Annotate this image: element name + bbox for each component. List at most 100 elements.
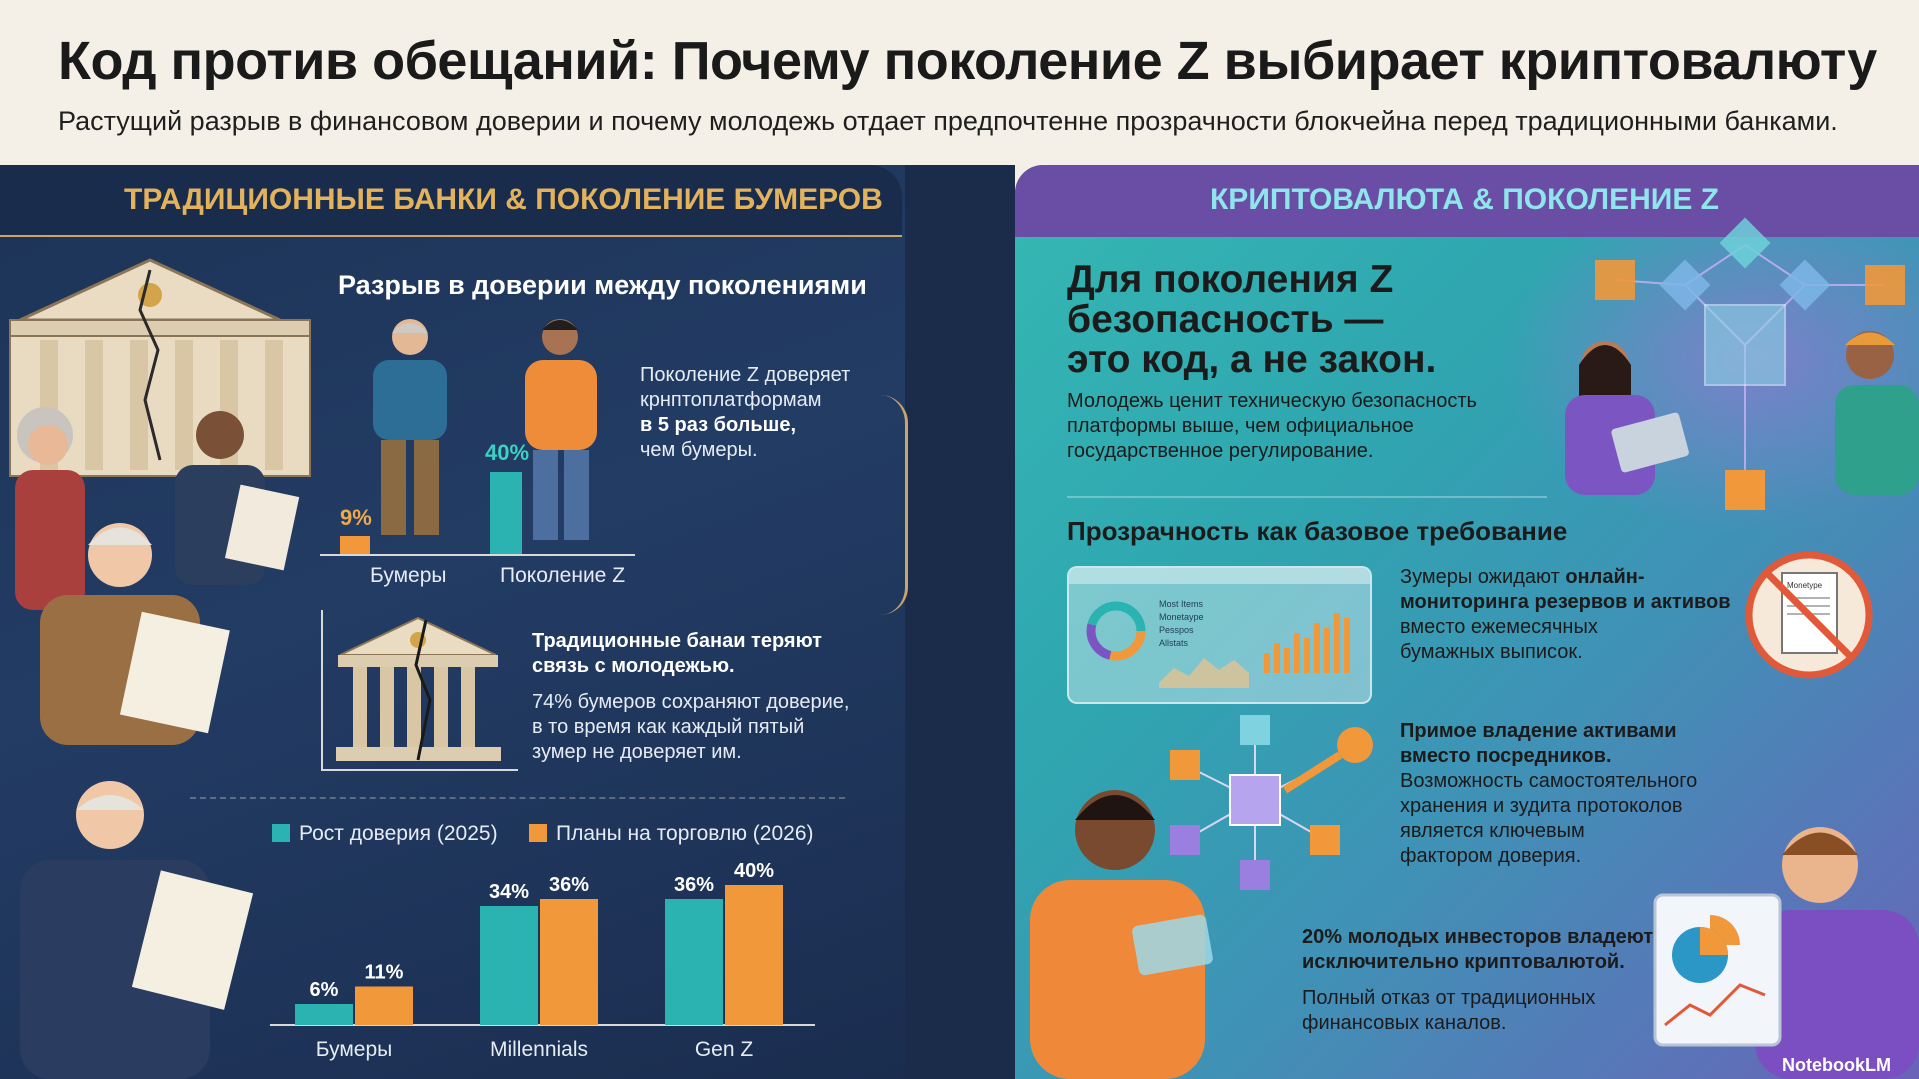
bar-value-label: 34%: [489, 881, 529, 903]
watermark-logo: NotebookLM: [1782, 1055, 1891, 1075]
trust-note-line1: Поколение Z доверяет: [640, 364, 851, 386]
boomer-trust-bar: [340, 536, 370, 554]
older-woman-figure: [15, 407, 85, 610]
banks-bold-line1: Традиционные банаи теряют: [532, 630, 822, 652]
elderly-man-reading-figure: [40, 523, 230, 745]
chart-bar: [480, 906, 538, 1025]
monitor-bold2: мониторинга резервов и активов: [1400, 591, 1731, 613]
blockchain-network-illustration: [1565, 217, 1919, 510]
donut-chart-icon: [1086, 601, 1146, 661]
category-label: Millennials: [490, 1038, 588, 1061]
no-paper-statement-icon: Monetype: [1745, 551, 1873, 679]
chart-bar: [725, 885, 783, 1025]
monitor-line1: Зумеры ожидают онлайн-: [1400, 566, 1645, 588]
bar-value-label: 6%: [310, 979, 339, 1001]
investors-line1: Полный отказ от традиционных: [1302, 987, 1596, 1009]
bankers-illustration: [9, 258, 311, 1079]
banks-line3: зумер не доверяет им.: [532, 741, 742, 763]
page-subtitle: Растущий разрыв в финансовом доверии и п…: [58, 106, 1838, 136]
category-label: Gen Z: [695, 1038, 754, 1061]
header: [0, 0, 1919, 165]
genz-trust-bar: [490, 472, 522, 554]
panel-divider: [905, 165, 1015, 1079]
man-pointing-figure: [1835, 331, 1919, 495]
young-man-tablet-figure: [1030, 790, 1213, 1079]
trust-note-line2: крнптоплатформам: [640, 389, 822, 411]
dashboard-item: Most Items: [1159, 599, 1204, 609]
genz-label: Поколение Z: [500, 564, 626, 587]
category-label: Бумеры: [316, 1038, 392, 1061]
legend-label: Рост доверия (2025): [299, 822, 498, 845]
senior-man-document-figure: [20, 781, 254, 1079]
bar-value-label: 11%: [365, 962, 404, 984]
investors-bold1: 20% молодых инвесторов владеют: [1302, 926, 1654, 948]
chart-bar: [540, 899, 598, 1025]
cube-icon: [1779, 259, 1831, 311]
paper-label: Monetype: [1787, 581, 1823, 590]
dashboard-item: Monetaype: [1159, 612, 1204, 622]
banks-line2: в то время как каждый пятый: [532, 716, 805, 738]
trust-gap-chart: [320, 319, 635, 556]
key-network-icon: [1170, 715, 1373, 890]
bar-value-label: 36%: [674, 874, 714, 896]
banks-bold-line2: связь с молодежью.: [532, 655, 735, 677]
chart-bar: [355, 986, 413, 1025]
right-intro-line2: платформы выше, чем официальное: [1067, 415, 1414, 437]
chart-bar: [665, 899, 723, 1025]
ownership-line2: хранения и зудита протоколов: [1400, 795, 1683, 817]
left-heading: ТРАДИЦИОННЫЕ БАНКИ & ПОКОЛЕНИЕ БУМЕРОВ: [124, 183, 883, 216]
trust-note-line3: в 5 раз больше,: [640, 414, 797, 436]
right-header-band: [1015, 165, 1919, 237]
bank-building-icon: [9, 258, 311, 477]
genz-figure-icon: [525, 319, 597, 540]
legend-swatch: [529, 824, 547, 842]
bar-value-label: 36%: [549, 874, 589, 896]
cube-icon: [1725, 470, 1765, 510]
right-intro-line1: Молодежь ценит техническую безопасность: [1067, 390, 1477, 412]
woman-laptop-figure: [1565, 341, 1689, 495]
right-headline-line2: безопасность —: [1067, 298, 1384, 341]
cube-icon: [1659, 259, 1711, 311]
left-header-band: [0, 165, 902, 237]
right-intro-line3: государственное регулирование.: [1067, 440, 1374, 462]
genz-trust-value: 40%: [485, 440, 530, 465]
legend-label: Планы на торговлю (2026): [556, 822, 814, 845]
ownership-line1: Возможность самостоятельного: [1400, 770, 1698, 792]
transparency-title: Прозрачность как базовое требование: [1067, 516, 1568, 546]
boomer-figure-icon: [373, 319, 447, 535]
businessman-figure: [175, 411, 300, 585]
cube-icon: [1865, 265, 1905, 305]
broken-bank-icon: [321, 610, 518, 771]
decorative-bracket: [880, 395, 908, 615]
right-headline-line3: это код, а не закон.: [1067, 338, 1437, 381]
banks-line1: 74% бумеров сохраняют доверие,: [532, 691, 850, 713]
right-divider: [1067, 496, 1547, 498]
boomer-trust-value: 9%: [340, 505, 372, 530]
chart-bar: [295, 1004, 353, 1025]
area-chart-icon: [1159, 658, 1249, 688]
page-title: Код против обещаний: Почему поколение Z …: [58, 31, 1877, 91]
boomers-label: Бумеры: [370, 564, 447, 587]
ownership-line4: фактором доверия.: [1400, 845, 1582, 867]
monitor-line4: бумажных выписок.: [1400, 641, 1583, 663]
dashboard-card: Most Items Monetaype Pesspos Allstats: [1067, 566, 1372, 704]
right-heading: КРИПТОВАЛЮТА & ПОКОЛЕНИЕ Z: [1210, 183, 1719, 216]
section-divider: [190, 797, 845, 799]
dashboard-item: Allstats: [1159, 638, 1189, 648]
bar-chart-icon: [1264, 613, 1350, 673]
trust-gap-title: Разрыв в доверии между поколениями: [338, 270, 867, 300]
right-headline-line1: Для поколения Z: [1067, 258, 1394, 301]
trust-trading-bar-chart: Рост доверия (2025) Планы на торговлю (20…: [270, 822, 815, 1061]
dashboard-item: Pesspos: [1159, 625, 1194, 635]
investors-bold2: исключительно криптовалютой.: [1302, 951, 1625, 973]
ownership-bold1: Примое владение активами: [1400, 720, 1677, 742]
investors-line2: финансовых каналов.: [1302, 1012, 1507, 1034]
trust-note-line4: чем бумеры.: [640, 439, 758, 461]
legend-swatch: [272, 824, 290, 842]
cube-icon: [1595, 260, 1635, 300]
ownership-bold2: вместо посредников.: [1400, 745, 1612, 767]
monitor-line3: вместо ежемесячных: [1400, 616, 1598, 638]
man-presenting-figure: [1653, 827, 1919, 1079]
ownership-line3: является ключевым: [1400, 820, 1585, 842]
cube-icon: [1704, 304, 1786, 386]
